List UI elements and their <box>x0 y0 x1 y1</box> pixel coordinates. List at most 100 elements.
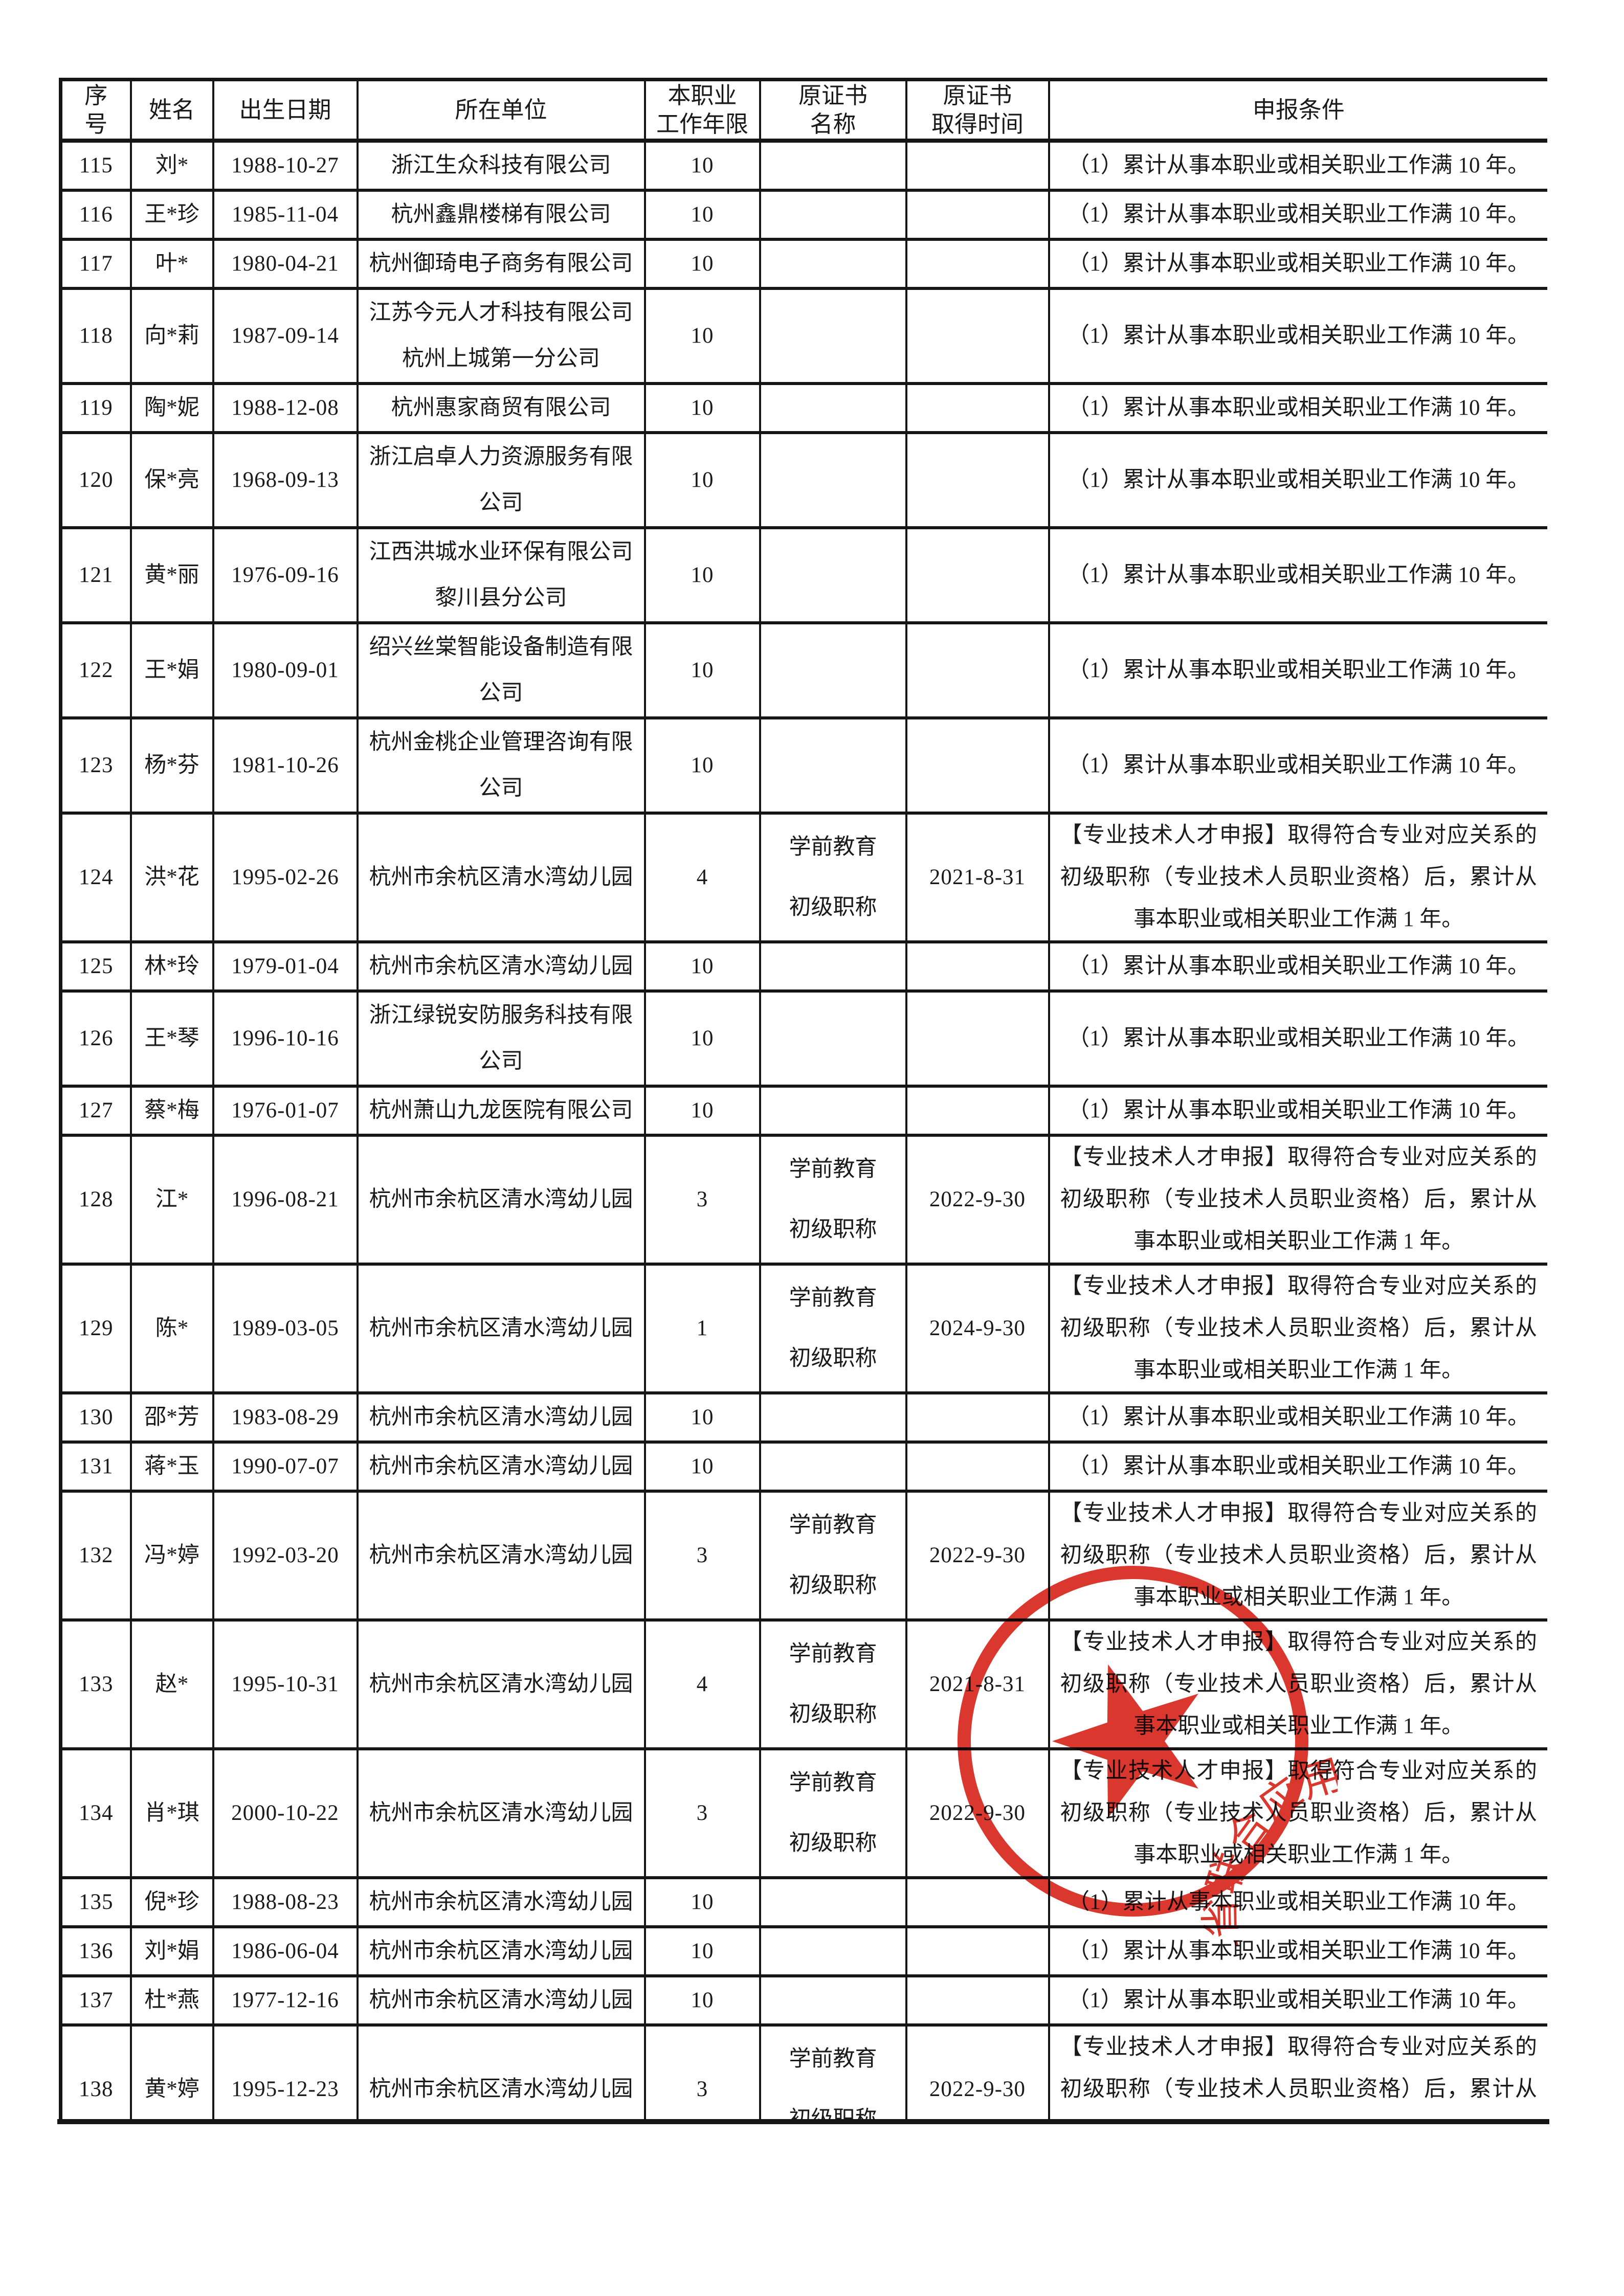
cell-cert-name <box>759 287 907 385</box>
cell-work-years: 10 <box>643 1392 761 1443</box>
cell-cert-time: 2022-9-30 <box>905 1748 1050 1879</box>
cell-work-unit: 杭州市余杭区清水湾幼儿园 <box>356 1975 646 2026</box>
cell-birth-date: 1989-03-05 <box>212 1263 359 1394</box>
cell-name: 冯*婷 <box>129 1490 214 1621</box>
cell-no: 120 <box>59 432 132 529</box>
cell-name: 林*玲 <box>129 941 214 992</box>
cell-no: 124 <box>59 812 132 943</box>
cell-condition: （1）累计从事本职业或相关职业工作满 10 年。 <box>1048 189 1547 240</box>
cell-work-years: 1 <box>643 1263 761 1394</box>
cell-birth-date: 1985-11-04 <box>212 189 359 240</box>
cell-work-years: 4 <box>643 812 761 943</box>
cell-work-unit: 杭州市余杭区清水湾幼儿园 <box>356 1619 646 1750</box>
cell-birth-date: 2000-10-22 <box>212 1748 359 1879</box>
cell-birth-date: 1976-09-16 <box>212 527 359 624</box>
cell-birth-date: 1990-07-07 <box>212 1441 359 1492</box>
cell-condition: 【专业技术人才申报】取得符合专业对应关系的初级职称（专业技术人员职业资格）后，累… <box>1048 1748 1547 1879</box>
cell-name: 王*珍 <box>129 189 214 240</box>
cell-condition: （1）累计从事本职业或相关职业工作满 10 年。 <box>1048 432 1547 529</box>
cell-cert-name <box>759 1926 907 1977</box>
cell-no: 136 <box>59 1926 132 1977</box>
cell-cert-time <box>905 622 1050 719</box>
cell-condition: 【专业技术人才申报】取得符合专业对应关系的初级职称（专业技术人员职业资格）后，累… <box>1048 812 1547 943</box>
table-row: 132 冯*婷 1992-03-20 杭州市余杭区清水湾幼儿园 3 学前教育 初… <box>59 1490 1547 1621</box>
table-row: 116 王*珍 1985-11-04 杭州鑫鼎楼梯有限公司 10 （1）累计从事… <box>59 189 1547 240</box>
cell-cert-time <box>905 432 1050 529</box>
cell-condition: （1）累计从事本职业或相关职业工作满 10 年。 <box>1048 1085 1547 1136</box>
cell-work-unit: 杭州鑫鼎楼梯有限公司 <box>356 189 646 240</box>
cell-name: 陈* <box>129 1263 214 1394</box>
table-row: 119 陶*妮 1988-12-08 杭州惠家商贸有限公司 10 （1）累计从事… <box>59 382 1547 434</box>
cell-cert-time: 2021-8-31 <box>905 1619 1050 1750</box>
cell-birth-date: 1986-06-04 <box>212 1926 359 1977</box>
cell-no: 135 <box>59 1877 132 1928</box>
cell-condition: 【专业技术人才申报】取得符合专业对应关系的初级职称（专业技术人员职业资格）后，累… <box>1048 2024 1547 2124</box>
cell-birth-date: 1976-01-07 <box>212 1085 359 1136</box>
cell-birth-date: 1995-10-31 <box>212 1619 359 1750</box>
cell-work-years: 10 <box>643 622 761 719</box>
cell-work-years: 3 <box>643 1134 761 1265</box>
cell-no: 132 <box>59 1490 132 1621</box>
header-col-dob: 出生日期 <box>212 78 359 142</box>
cell-work-years: 10 <box>643 990 761 1087</box>
cell-birth-date: 1981-10-26 <box>212 717 359 814</box>
cell-cert-name: 学前教育 初级职称 <box>759 1263 907 1394</box>
cell-cert-time <box>905 941 1050 992</box>
table-row: 121 黄*丽 1976-09-16 江西洪城水业环保有限公司黎川县分公司 10… <box>59 527 1547 624</box>
cell-name: 杜*燕 <box>129 1975 214 2026</box>
cell-cert-name <box>759 941 907 992</box>
header-col-unit: 所在单位 <box>356 78 646 142</box>
cell-cert-time <box>905 140 1050 191</box>
cell-birth-date: 1983-08-29 <box>212 1392 359 1443</box>
cell-cert-time <box>905 717 1050 814</box>
cell-cert-name: 学前教育 初级职称 <box>759 2024 907 2124</box>
table-row: 137 杜*燕 1977-12-16 杭州市余杭区清水湾幼儿园 10 （1）累计… <box>59 1975 1547 2026</box>
cell-work-unit: 杭州御琦电子商务有限公司 <box>356 238 646 289</box>
cell-cert-time: 2022-9-30 <box>905 1134 1050 1265</box>
cell-cert-time: 2021-8-31 <box>905 812 1050 943</box>
cell-cert-time <box>905 1975 1050 2026</box>
cell-birth-date: 1996-08-21 <box>212 1134 359 1265</box>
cell-name: 杨*芬 <box>129 717 214 814</box>
table-row: 118 向*莉 1987-09-14 江苏今元人才科技有限公司杭州上城第一分公司… <box>59 287 1547 385</box>
cell-cert-name: 学前教育 初级职称 <box>759 1619 907 1750</box>
cell-no: 122 <box>59 622 132 719</box>
cell-cert-name <box>759 527 907 624</box>
header-row: 序 号 姓名 出生日期 所在单位 本职业 工作年限 原证书 名称 原证书 取得时… <box>59 78 1547 142</box>
cell-no: 115 <box>59 140 132 191</box>
cell-no: 129 <box>59 1263 132 1394</box>
roster-table: 序 号 姓名 出生日期 所在单位 本职业 工作年限 原证书 名称 原证书 取得时… <box>59 78 1547 2124</box>
cell-name: 刘*娟 <box>129 1926 214 1977</box>
cell-birth-date: 1995-12-23 <box>212 2024 359 2124</box>
cell-birth-date: 1995-02-26 <box>212 812 359 943</box>
cell-name: 赵* <box>129 1619 214 1750</box>
cell-cert-time: 2022-9-30 <box>905 1490 1050 1621</box>
header-col-name: 姓名 <box>129 78 214 142</box>
cell-work-unit: 杭州市余杭区清水湾幼儿园 <box>356 1441 646 1492</box>
cell-work-years: 10 <box>643 717 761 814</box>
cell-cert-name <box>759 140 907 191</box>
cell-no: 125 <box>59 941 132 992</box>
cell-condition: （1）累计从事本职业或相关职业工作满 10 年。 <box>1048 382 1547 434</box>
cell-condition: （1）累计从事本职业或相关职业工作满 10 年。 <box>1048 990 1547 1087</box>
header-col-cert-name: 原证书 名称 <box>759 78 907 142</box>
cell-name: 叶* <box>129 238 214 289</box>
cell-no: 119 <box>59 382 132 434</box>
cell-cert-name <box>759 238 907 289</box>
cell-condition: （1）累计从事本职业或相关职业工作满 10 年。 <box>1048 1441 1547 1492</box>
cell-birth-date: 1980-04-21 <box>212 238 359 289</box>
cell-work-years: 4 <box>643 1619 761 1750</box>
cell-work-years: 10 <box>643 287 761 385</box>
cell-work-years: 10 <box>643 1975 761 2026</box>
cell-name: 王*琴 <box>129 990 214 1087</box>
cell-work-years: 10 <box>643 140 761 191</box>
cell-work-unit: 杭州惠家商贸有限公司 <box>356 382 646 434</box>
cell-work-unit: 江西洪城水业环保有限公司黎川县分公司 <box>356 527 646 624</box>
header-col-no: 序 号 <box>59 78 132 142</box>
cell-cert-time <box>905 189 1050 240</box>
cell-work-unit: 浙江生众科技有限公司 <box>356 140 646 191</box>
cell-cert-name <box>759 189 907 240</box>
cell-work-years: 10 <box>643 1877 761 1928</box>
header-col-cert-time: 原证书 取得时间 <box>905 78 1050 142</box>
table-row: 138 黄*婷 1995-12-23 杭州市余杭区清水湾幼儿园 3 学前教育 初… <box>59 2024 1547 2124</box>
